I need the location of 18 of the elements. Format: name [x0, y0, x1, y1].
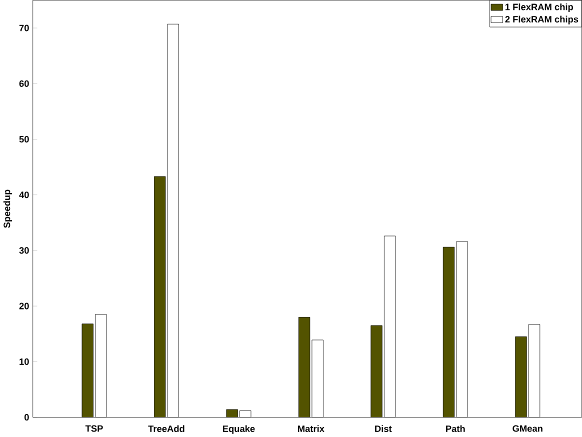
y-tick-label: 40 [19, 191, 29, 198]
y-axis-title: Speedup [3, 190, 12, 228]
x-tick-label: Matrix [298, 425, 324, 432]
y-tick-label: 0 [24, 414, 29, 420]
y-tick-label: 30 [19, 247, 29, 254]
x-tick-label: Equake [222, 425, 255, 434]
y-tick-label: 70 [19, 24, 29, 32]
x-tick-label: TSP [85, 425, 103, 432]
y-tick-label: 20 [19, 302, 29, 310]
legend-label: 2 FlexRAM chips [505, 16, 578, 24]
y-tick-label: 50 [19, 136, 29, 142]
legend-label: 1 FlexRAM chip [505, 3, 574, 12]
x-tick-label: Path [446, 425, 465, 432]
x-tick-label: TreeAdd [148, 425, 184, 432]
x-tick-label: GMean [512, 425, 542, 432]
y-tick-label: 10 [20, 358, 29, 365]
y-tick-label: 60 [19, 80, 29, 87]
x-tick-label: Dist [375, 425, 392, 432]
